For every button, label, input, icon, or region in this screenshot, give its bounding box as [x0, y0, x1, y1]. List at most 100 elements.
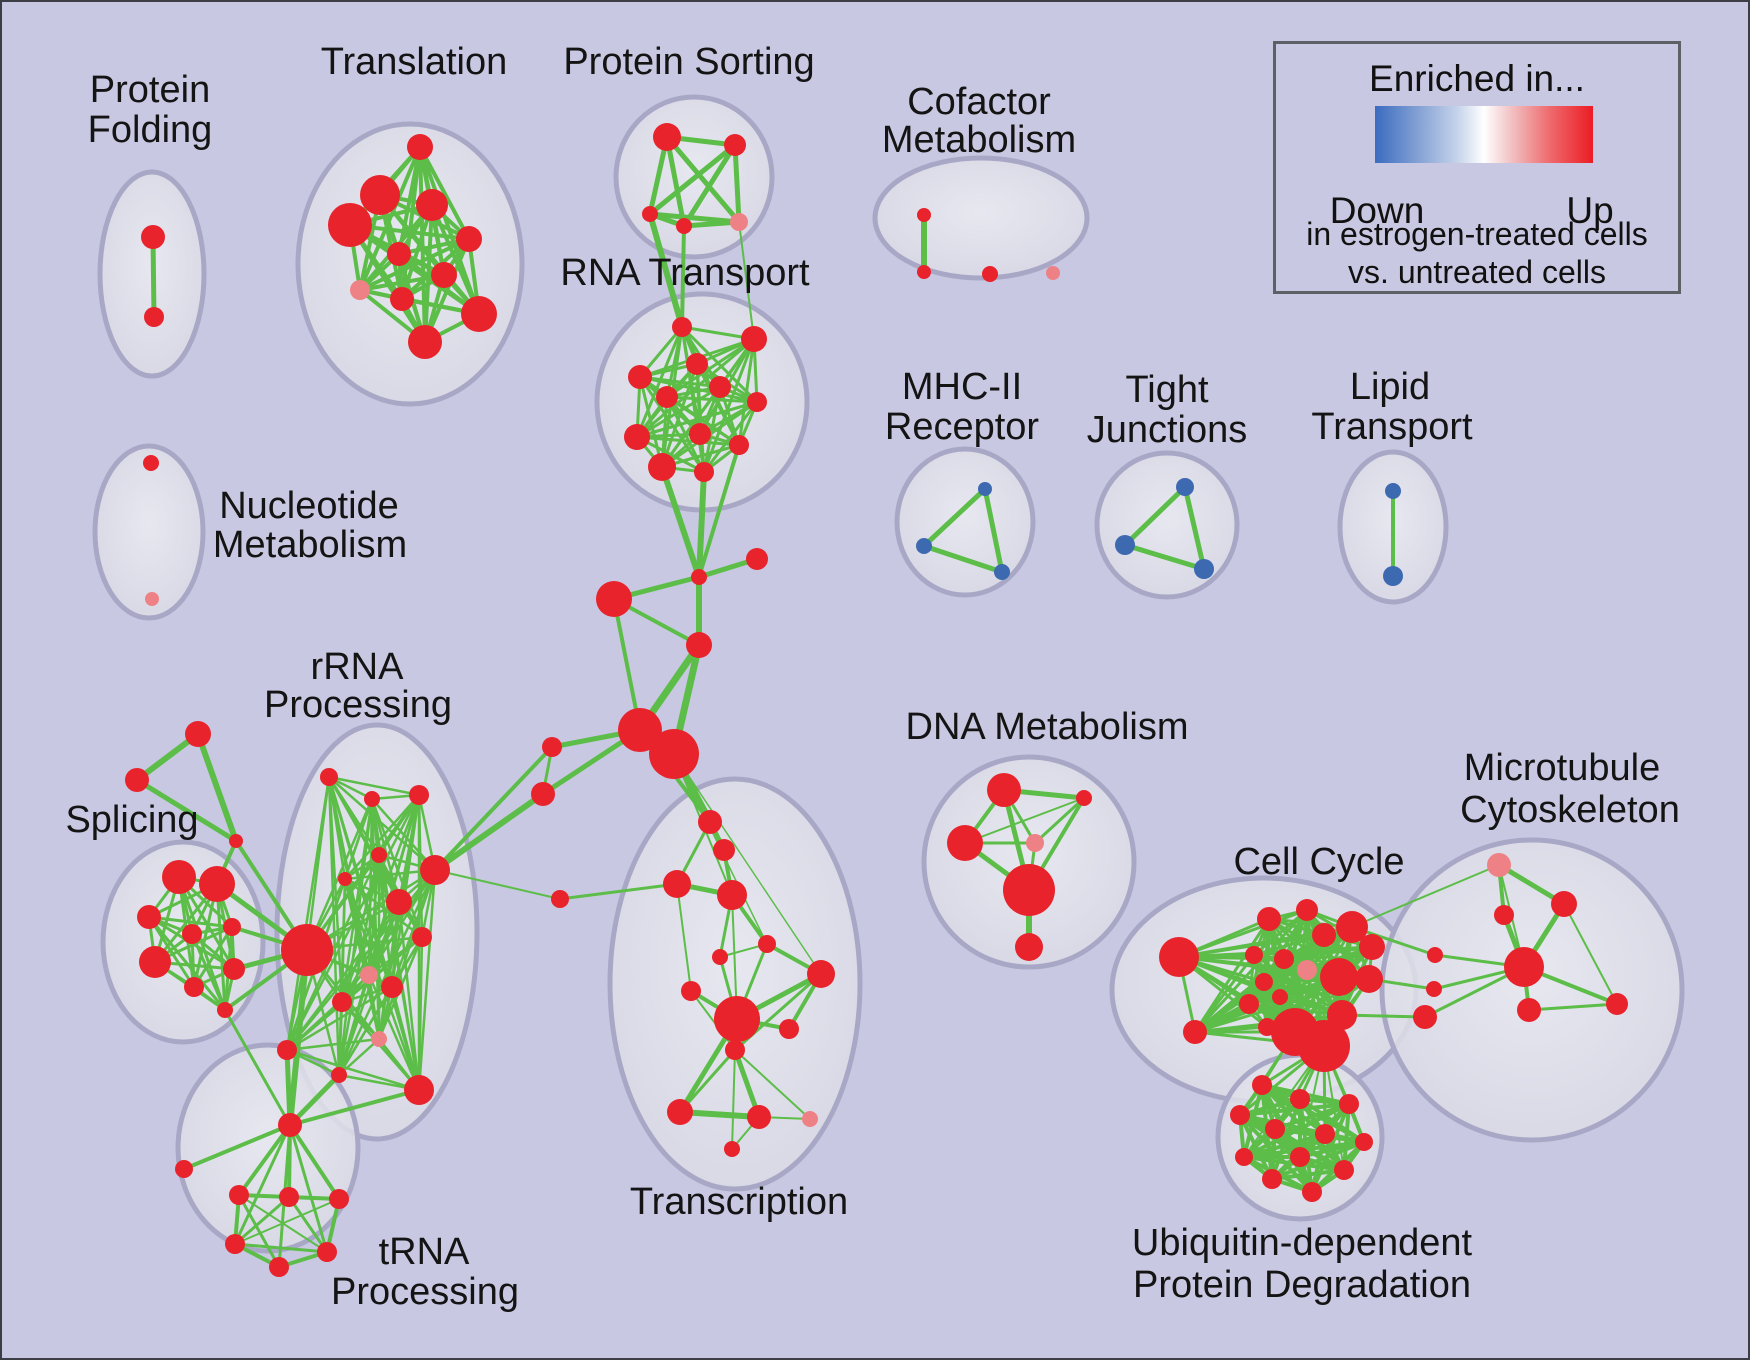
gene-set-node[interactable] — [360, 175, 400, 215]
gene-set-node[interactable] — [332, 992, 352, 1012]
gene-set-node[interactable] — [1252, 1075, 1272, 1095]
gene-set-node[interactable] — [542, 737, 562, 757]
gene-set-node[interactable] — [663, 870, 691, 898]
gene-set-node[interactable] — [1265, 1119, 1285, 1139]
gene-set-node[interactable] — [1003, 864, 1055, 916]
gene-set-node[interactable] — [714, 996, 760, 1042]
gene-set-node[interactable] — [1296, 899, 1318, 921]
gene-set-node[interactable] — [1297, 960, 1317, 980]
gene-set-node[interactable] — [1015, 933, 1043, 961]
gene-set-node[interactable] — [1262, 1169, 1282, 1189]
gene-set-node[interactable] — [681, 981, 701, 1001]
gene-set-node[interactable] — [1606, 993, 1628, 1015]
gene-set-node[interactable] — [1551, 891, 1577, 917]
gene-set-node[interactable] — [144, 307, 164, 327]
gene-set-node[interactable] — [1336, 911, 1368, 943]
gene-set-node[interactable] — [328, 203, 372, 247]
gene-set-node[interactable] — [724, 134, 746, 156]
gene-set-node[interactable] — [320, 768, 338, 786]
gene-set-node[interactable] — [1355, 965, 1383, 993]
gene-set-node[interactable] — [364, 791, 380, 807]
gene-set-node[interactable] — [360, 966, 378, 984]
gene-set-node[interactable] — [747, 1105, 771, 1129]
gene-set-node[interactable] — [1245, 946, 1263, 964]
gene-set-node[interactable] — [404, 1075, 434, 1105]
gene-set-node[interactable] — [223, 918, 241, 936]
gene-set-node[interactable] — [1230, 1105, 1250, 1125]
gene-set-node[interactable] — [624, 424, 650, 450]
gene-set-node[interactable] — [1046, 266, 1060, 280]
gene-set-node[interactable] — [694, 462, 714, 482]
gene-set-node[interactable] — [1413, 1005, 1437, 1029]
gene-set-node[interactable] — [686, 632, 712, 658]
gene-set-node[interactable] — [978, 482, 992, 496]
gene-set-node[interactable] — [653, 123, 681, 151]
gene-set-node[interactable] — [994, 564, 1010, 580]
gene-set-node[interactable] — [1290, 1147, 1310, 1167]
gene-set-node[interactable] — [1339, 1094, 1359, 1114]
gene-set-node[interactable] — [1334, 1160, 1354, 1180]
gene-set-node[interactable] — [137, 905, 161, 929]
gene-set-node[interactable] — [1290, 1089, 1310, 1109]
gene-set-node[interactable] — [1298, 1020, 1350, 1072]
gene-set-node[interactable] — [1255, 973, 1273, 991]
gene-set-node[interactable] — [709, 376, 731, 398]
gene-set-node[interactable] — [1272, 989, 1288, 1005]
gene-set-node[interactable] — [279, 1187, 299, 1207]
gene-set-node[interactable] — [713, 839, 735, 861]
gene-set-node[interactable] — [741, 326, 767, 352]
gene-set-node[interactable] — [387, 242, 411, 266]
gene-set-node[interactable] — [802, 1111, 818, 1127]
gene-set-node[interactable] — [1183, 1020, 1207, 1044]
gene-set-node[interactable] — [1257, 907, 1281, 931]
gene-set-node[interactable] — [1239, 994, 1259, 1014]
gene-set-node[interactable] — [1302, 1182, 1322, 1202]
gene-set-node[interactable] — [431, 262, 457, 288]
gene-set-node[interactable] — [281, 924, 333, 976]
gene-set-node[interactable] — [1383, 566, 1403, 586]
gene-set-node[interactable] — [390, 287, 414, 311]
gene-set-node[interactable] — [331, 1067, 347, 1083]
gene-set-node[interactable] — [1517, 998, 1541, 1022]
gene-set-node[interactable] — [381, 976, 403, 998]
gene-set-node[interactable] — [1076, 790, 1092, 806]
gene-set-node[interactable] — [730, 213, 748, 231]
gene-set-node[interactable] — [223, 958, 245, 980]
gene-set-node[interactable] — [371, 1031, 387, 1047]
gene-set-node[interactable] — [338, 872, 352, 886]
gene-set-node[interactable] — [982, 266, 998, 282]
gene-set-node[interactable] — [596, 581, 632, 617]
gene-set-node[interactable] — [1494, 905, 1514, 925]
gene-set-node[interactable] — [125, 768, 149, 792]
gene-set-node[interactable] — [1487, 853, 1511, 877]
gene-set-node[interactable] — [618, 708, 662, 752]
gene-set-node[interactable] — [1312, 923, 1336, 947]
gene-set-node[interactable] — [141, 225, 165, 249]
gene-set-node[interactable] — [717, 880, 747, 910]
gene-set-node[interactable] — [648, 453, 676, 481]
gene-set-node[interactable] — [199, 866, 235, 902]
gene-set-node[interactable] — [725, 1040, 745, 1060]
gene-set-node[interactable] — [225, 1234, 245, 1254]
gene-set-node[interactable] — [667, 1099, 693, 1125]
gene-set-node[interactable] — [672, 317, 692, 337]
gene-set-node[interactable] — [217, 1002, 233, 1018]
gene-set-node[interactable] — [277, 1040, 297, 1060]
gene-set-node[interactable] — [1315, 1124, 1335, 1144]
gene-set-node[interactable] — [1426, 981, 1442, 997]
gene-set-node[interactable] — [1385, 483, 1401, 499]
gene-set-node[interactable] — [409, 785, 429, 805]
gene-set-node[interactable] — [987, 773, 1021, 807]
gene-set-node[interactable] — [1194, 559, 1214, 579]
gene-set-node[interactable] — [182, 924, 202, 944]
gene-set-node[interactable] — [229, 1185, 249, 1205]
gene-set-node[interactable] — [917, 265, 931, 279]
gene-set-node[interactable] — [407, 134, 433, 160]
gene-set-node[interactable] — [371, 847, 387, 863]
gene-set-node[interactable] — [229, 834, 243, 848]
gene-set-node[interactable] — [747, 392, 767, 412]
gene-set-node[interactable] — [656, 386, 678, 408]
gene-set-node[interactable] — [143, 455, 159, 471]
gene-set-node[interactable] — [1359, 934, 1385, 960]
gene-set-node[interactable] — [698, 810, 722, 834]
